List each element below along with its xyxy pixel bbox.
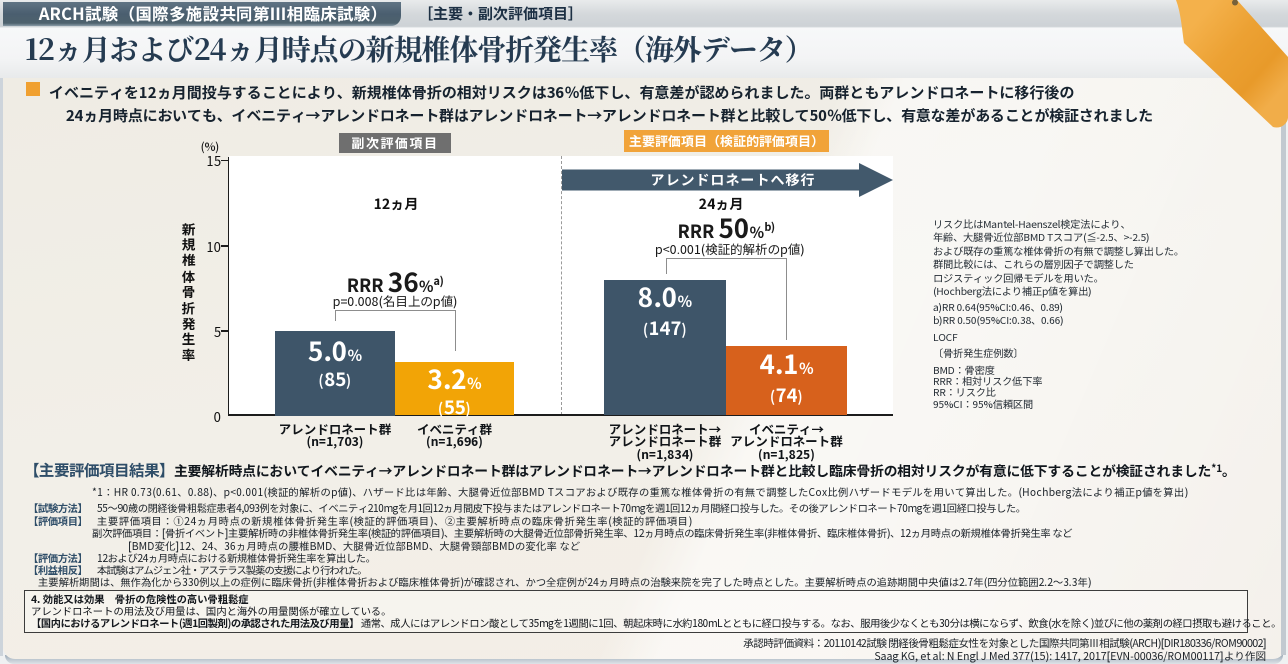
svg-text:アレンドロネートへ移行: アレンドロネートへ移行 bbox=[651, 170, 816, 190]
